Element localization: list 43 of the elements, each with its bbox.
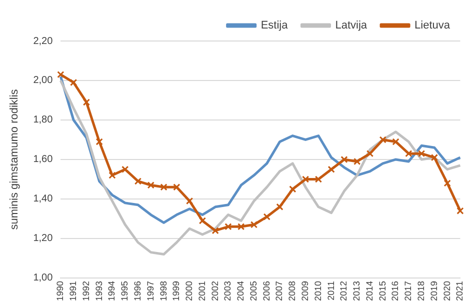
legend-label: Estija (260, 20, 289, 32)
x-tick-label: 2000 (184, 280, 194, 302)
x-tick-label: 1995 (120, 280, 130, 302)
x-tick-label: 2005 (248, 280, 258, 302)
x-tick-label: 1990 (55, 280, 66, 302)
x-tick-label: 2015 (377, 280, 388, 302)
y-tick-label: 1,40 (33, 194, 54, 205)
x-tick-label: 2004 (236, 280, 246, 302)
x-tick-label: 2011 (326, 280, 336, 300)
y-tick-label: 1,80 (33, 114, 54, 126)
x-tick-label: 2003 (222, 280, 233, 302)
x-tick-label: 1991 (68, 280, 78, 302)
x-tick-label: 1992 (80, 280, 91, 302)
x-tick-label: 1996 (132, 280, 142, 302)
y-tick-label: 2,20 (33, 36, 54, 47)
x-tick-label: 1997 (145, 280, 156, 302)
x-tick-label: 2017 (403, 280, 414, 302)
x-tick-label: 2010 (312, 280, 323, 302)
y-tick-label: 1,60 (33, 154, 54, 166)
x-tick-label: 2012 (338, 280, 349, 302)
y-tick-label: 1,00 (33, 272, 54, 284)
x-tick-label: 2002 (210, 280, 220, 302)
x-tick-label: 2013 (352, 280, 362, 302)
x-tick-label: 1998 (158, 280, 168, 302)
x-tick-label: 1994 (106, 280, 117, 302)
y-axis-title: suminis gimstamumo rodiklis (8, 88, 21, 230)
x-tick-label: 2019 (428, 280, 439, 302)
legend-label: Latvija (335, 20, 368, 32)
x-tick-label: 2007 (274, 280, 284, 302)
x-tick-label: 2008 (287, 280, 298, 302)
x-tick-label: 2016 (390, 280, 400, 302)
x-tick-label: 2018 (416, 280, 426, 302)
x-tick-label: 2009 (300, 280, 310, 302)
y-tick-label: 1,20 (33, 233, 54, 244)
x-tick-label: 1999 (171, 280, 182, 302)
x-tick-label: 1993 (94, 280, 104, 302)
x-tick-label: 2006 (261, 280, 272, 302)
x-tick-label: 2020 (442, 280, 452, 302)
x-tick-label: 2021 (454, 280, 465, 302)
x-tick-label: 2001 (196, 280, 207, 302)
y-tick-label: 2,00 (33, 75, 54, 86)
legend-label: Lietuva (414, 20, 451, 32)
x-tick-label: 2014 (364, 280, 374, 302)
